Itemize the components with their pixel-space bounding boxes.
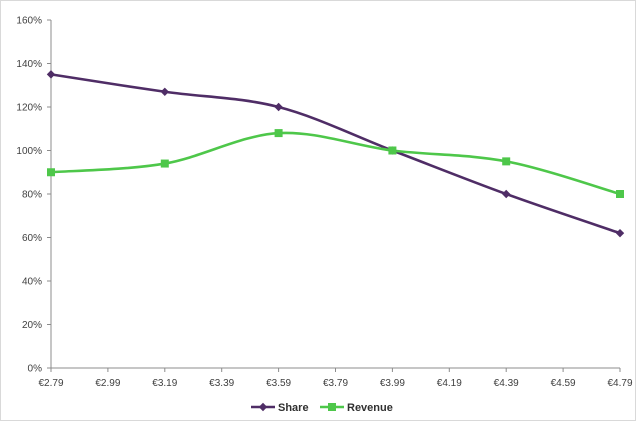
y-tick-label: 140% <box>16 59 42 70</box>
share-series-line <box>49 73 622 235</box>
y-tick-label: 40% <box>22 277 42 288</box>
revenue-point-2 <box>274 129 283 138</box>
y-tick-label: 80% <box>22 190 42 201</box>
legend-item-share: Share <box>251 402 309 414</box>
share-point-0 <box>46 70 56 79</box>
x-tick-label: €3.39 <box>209 378 234 389</box>
x-tick-label: €3.19 <box>152 378 177 389</box>
y-tick-label: 160% <box>16 16 42 27</box>
legend: Share Revenue <box>251 402 393 414</box>
y-tick-label: 120% <box>16 103 42 114</box>
legend-label-revenue: Revenue <box>347 402 393 414</box>
series-markers <box>46 70 625 238</box>
y-tick-label: 60% <box>22 233 42 244</box>
revenue-series-line <box>49 131 622 196</box>
x-tick-label: €3.59 <box>266 378 291 389</box>
x-tick-label: €3.99 <box>380 378 405 389</box>
y-tick-label: 20% <box>22 320 42 331</box>
revenue-point-1 <box>160 159 169 168</box>
legend-marker-share <box>258 402 268 412</box>
x-tick-label: €3.79 <box>323 378 348 389</box>
series-lines <box>49 73 622 235</box>
share-point-1 <box>160 87 169 96</box>
revenue-point-0 <box>47 168 55 177</box>
x-tick-label: €4.79 <box>607 378 632 389</box>
revenue-point-5 <box>616 190 624 198</box>
x-tick-label: €2.79 <box>38 378 63 389</box>
x-axis-tick-labels: €2.79 €2.99 €3.19 €3.39 €3.59 €3.79 €3.99 €4.19… <box>38 378 632 389</box>
revenue-point-3 <box>388 146 397 155</box>
share-point-2 <box>274 102 283 112</box>
y-tick-label: 0% <box>28 364 43 375</box>
legend-label-share: Share <box>278 402 309 414</box>
legend-item-revenue: Revenue <box>320 402 393 414</box>
x-tick-label: €2.99 <box>95 378 120 389</box>
share-point-5 <box>615 228 625 238</box>
x-tick-label: €4.59 <box>551 378 576 389</box>
y-tick-label: 100% <box>16 146 42 157</box>
legend-marker-revenue <box>328 403 336 411</box>
x-tick-label: €4.19 <box>437 378 462 389</box>
share-point-4 <box>502 189 511 199</box>
x-tick-label: €4.39 <box>494 378 519 389</box>
axes <box>47 19 621 372</box>
y-axis-tick-labels: 0% 20% 40% 60% 80% 100% 120% 140% 160% <box>16 16 42 375</box>
revenue-point-4 <box>502 157 511 166</box>
